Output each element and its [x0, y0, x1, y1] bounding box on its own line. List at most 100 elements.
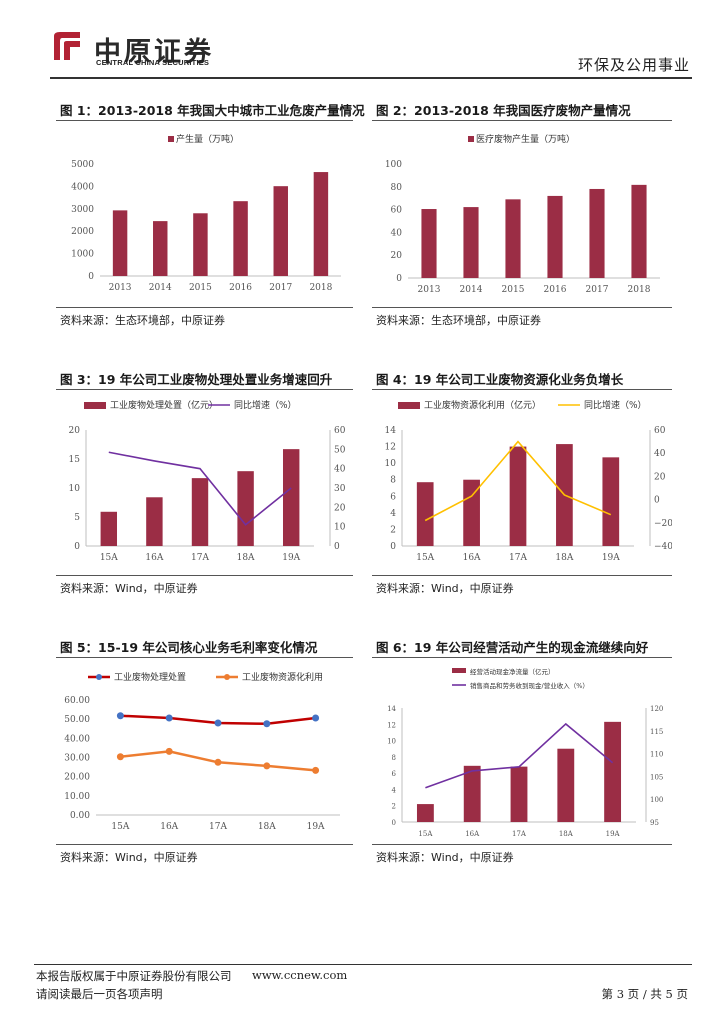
y-tick-label: 6 [390, 492, 396, 502]
legend-label: 医疗废物产生量（万吨） [476, 133, 575, 145]
figure-3-source: 资料来源：Wind，中原证券 [60, 582, 198, 595]
x-tick-label: 17A [191, 553, 209, 563]
y2-tick-label: 30 [334, 484, 346, 494]
bar [416, 482, 434, 546]
figure-5-bottom-rule [56, 844, 353, 845]
logo-chinese-name: 中原证券 [94, 37, 214, 68]
figure-1-chart: 0 1000 2000 3000 4000 5000 2013 2014 2015 2016 201… [71, 133, 341, 293]
header-rule [50, 77, 692, 79]
figure-6-top-rule [372, 657, 672, 658]
y-tick-label: 80 [391, 183, 403, 193]
x-tick-label: 18A [559, 830, 574, 838]
bar [193, 213, 208, 276]
legend-label: 同比增速（%） [584, 399, 647, 411]
bar [510, 766, 528, 822]
bar [282, 449, 300, 546]
line-point [214, 719, 222, 727]
y-tick-label: 4 [392, 786, 397, 794]
y-tick-label: 5000 [71, 160, 94, 170]
footer-disclaimer: 请阅读最后一页各项声明 [36, 987, 163, 1001]
figure-3-top-rule [56, 389, 353, 390]
y2-tick-label: 20 [334, 503, 346, 513]
legend-label: 工业废物资源化利用（亿元） [424, 399, 541, 411]
y2-tick-label: 50 [334, 445, 346, 455]
y-tick-label: 0 [390, 542, 396, 552]
legend-swatch [398, 402, 420, 409]
y-tick-label: 8 [390, 476, 396, 486]
bar [153, 221, 168, 276]
y-tick-label: 0 [396, 274, 402, 284]
y-tick-label: 5 [74, 513, 80, 523]
x-tick-label: 2017 [269, 283, 292, 293]
bar [589, 188, 605, 278]
figure-2-bottom-rule [372, 307, 672, 308]
x-tick-label: 2017 [586, 285, 609, 295]
legend-marker [224, 674, 230, 680]
line-point [116, 712, 124, 720]
y2-tick-label: 0 [334, 542, 340, 552]
figure-2-title: 图 2：2013-2018 年我国医疗废物产量情况 [376, 103, 631, 118]
y2-tick-label: 40 [654, 449, 666, 459]
y-tick-label: 20 [69, 426, 81, 436]
figure-5-top-rule [56, 657, 353, 658]
figure-1-title: 图 1：2013-2018 年我国大中城市工业危废产量情况 [60, 103, 365, 118]
figure-3-title: 图 3：19 年公司工业废物处理处置业务增速回升 [60, 372, 333, 387]
bar [604, 721, 622, 822]
y-tick-label: 15 [69, 455, 81, 465]
bar [146, 497, 163, 546]
y-tick-label: 0 [88, 272, 94, 282]
y-tick-label: 4 [390, 509, 396, 519]
figure-5-title: 图 5：15-19 年公司核心业务毛利率变化情况 [60, 640, 318, 655]
figure-1-source: 资料来源：生态环境部，中原证券 [60, 314, 225, 327]
figure-3-bottom-rule [56, 575, 353, 576]
x-tick-label: 2018 [628, 285, 651, 295]
y-tick-label: 0.00 [70, 811, 90, 821]
line-point [165, 747, 173, 755]
legend-label: 销售商品和劳务收到现金/营业收入（%） [470, 681, 589, 690]
bar [421, 209, 437, 278]
footer-rule [34, 964, 692, 965]
x-tick-label: 2013 [109, 283, 132, 293]
figure-4-source: 资料来源：Wind，中原证券 [376, 582, 514, 595]
y2-tick-label: 60 [654, 426, 666, 436]
bar [631, 184, 647, 278]
series-line [424, 440, 612, 522]
y2-tick-label: 110 [650, 751, 663, 759]
x-tick-label: 18A [258, 822, 276, 832]
y-tick-label: 10.00 [64, 792, 90, 802]
series-line [425, 722, 614, 789]
x-tick-label: 17A [512, 830, 527, 838]
y-tick-label: 12 [387, 721, 396, 729]
bar [463, 765, 481, 822]
y2-tick-label: 105 [650, 773, 663, 781]
y-tick-label: 2000 [71, 227, 94, 237]
y2-tick-label: 115 [650, 728, 663, 736]
y-tick-label: 6 [392, 770, 397, 778]
x-tick-label: 15A [100, 553, 118, 563]
x-tick-label: 18A [555, 553, 573, 563]
y-tick-label: 10 [385, 459, 397, 469]
bar [463, 479, 480, 546]
x-tick-label: 15A [418, 830, 433, 838]
bar [557, 748, 575, 822]
y-tick-label: 0 [392, 819, 396, 827]
y-tick-label: 40 [391, 228, 403, 238]
line-point [116, 753, 124, 761]
footer-website-link[interactable]: www.ccnew.com [252, 968, 348, 982]
figure-2-chart: 0 20 40 60 80 100 2013 2014 2015 2016 2017 2018 医疗废物… [385, 133, 660, 295]
bar [112, 210, 128, 276]
bar [416, 804, 434, 822]
bar [313, 172, 329, 276]
bar [233, 201, 248, 276]
line-point [165, 714, 173, 722]
bar [463, 207, 479, 278]
y-tick-label: 60 [391, 206, 403, 216]
y-tick-label: 30.00 [64, 754, 90, 764]
figure-4-title: 图 4：19 年公司工业废物资源化业务负增长 [376, 372, 624, 387]
bar [191, 478, 209, 546]
legend-swatch [452, 668, 466, 673]
x-tick-label: 19A [307, 822, 325, 832]
bar [237, 471, 254, 546]
legend-swatch [168, 136, 174, 142]
y2-tick-label: 60 [334, 426, 346, 436]
